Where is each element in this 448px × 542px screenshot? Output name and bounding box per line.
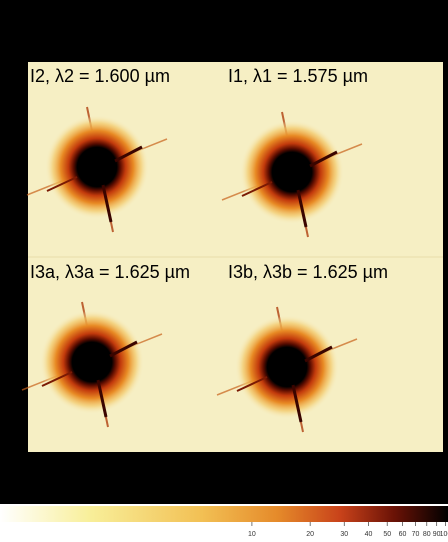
colorbar-tick-label: 20 — [306, 531, 314, 538]
colorbar-tick-label: 50 — [383, 531, 391, 538]
colorbar-tick-label: 100 — [440, 531, 448, 538]
panel-label: I1, λ1 = 1.575 µm — [228, 66, 368, 86]
colorbar — [0, 506, 448, 522]
colorbar-tick-label: 10 — [248, 531, 256, 538]
panel-label: I3a, λ3a = 1.625 µm — [30, 262, 190, 282]
colorbar-tick-label: 30 — [340, 531, 348, 538]
colorbar-tick-label: 40 — [365, 531, 373, 538]
colorbar-tick-label: 70 — [412, 531, 420, 538]
colorbar-tick-label: 90 — [433, 531, 441, 538]
colorbar-tick-label: 80 — [423, 531, 431, 538]
panel-label: I2, λ2 = 1.600 µm — [30, 66, 170, 86]
panel-label: I3b, λ3b = 1.625 µm — [228, 262, 388, 282]
colorbar-tick-label: 60 — [399, 531, 407, 538]
